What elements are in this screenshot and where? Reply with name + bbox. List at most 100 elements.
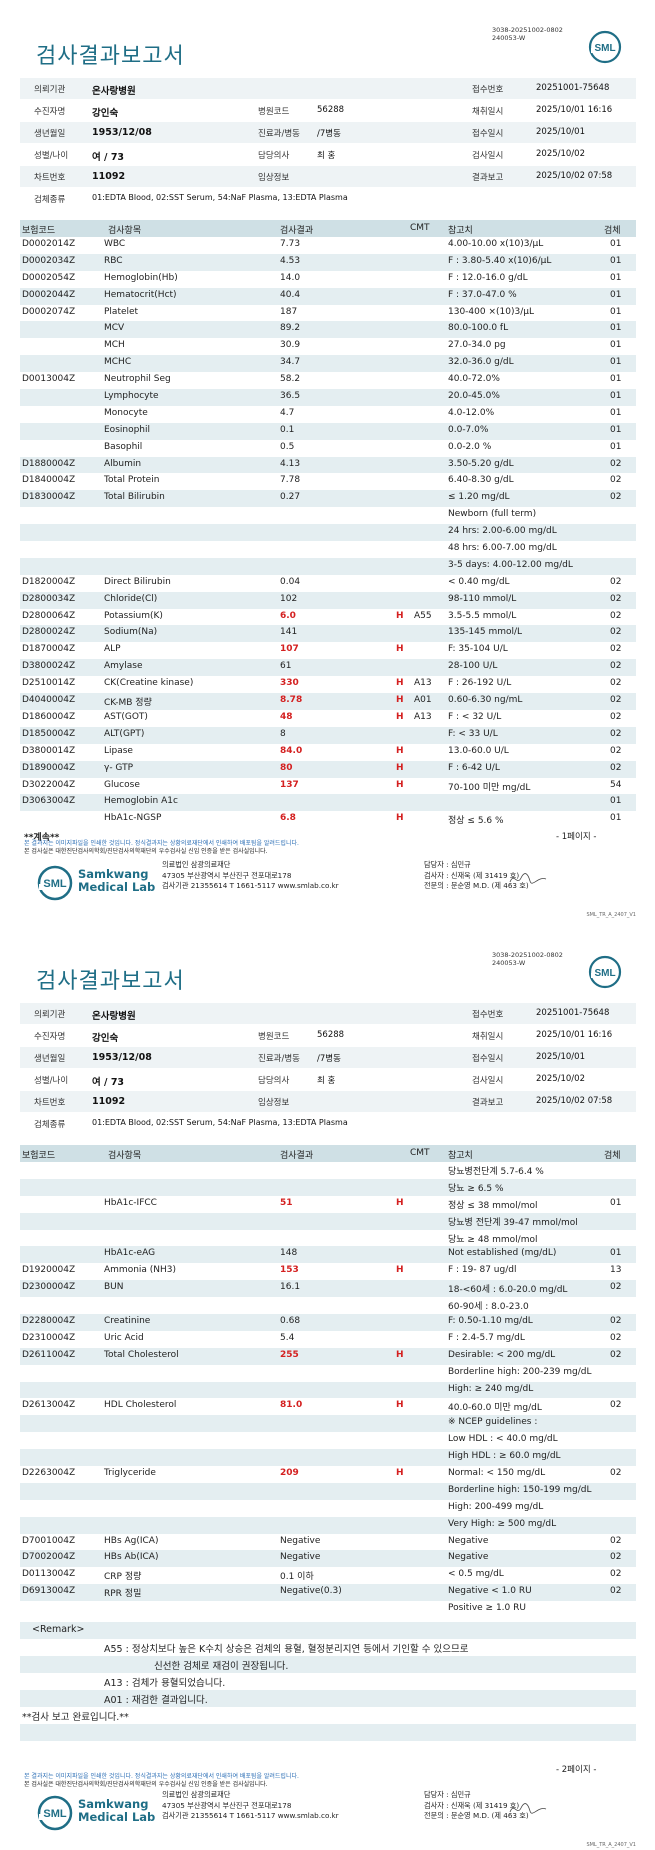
cell-cmt: A13 [414, 678, 432, 689]
footer: SML Samkwang Medical Lab 의료법인 삼광의료재단 473… [20, 858, 636, 918]
cell-ref: Negative [448, 1535, 489, 1546]
test-value: 2025/10/02 [536, 149, 585, 159]
chart-value: 11092 [92, 1096, 126, 1107]
cell-ref: 80.0-100.0 fL [448, 323, 509, 334]
table-row: High HDL : ≥ 60.0 mg/dL [20, 1449, 636, 1467]
cell-result: 58.2 [280, 374, 301, 385]
footer-address: 의료법인 삼광의료재단 47305 부산광역시 부산진구 전포대로178 검사기… [162, 860, 339, 892]
cell-result: 141 [280, 627, 298, 638]
table-row: D0002034Z RBC 4.53 F : 3.80-5.40 x(10)6/μL 0… [20, 253, 636, 271]
cell-spec: 02 [610, 1468, 622, 1479]
cell-result: 107 [280, 644, 299, 655]
cell-spec: 02 [610, 728, 622, 739]
cell-spec: 01 [610, 374, 622, 385]
cell-ref: Normal: < 150 mg/dL [448, 1468, 546, 1479]
cell-item: Eosinophil [104, 424, 151, 435]
remark-a55: A55 : 정상치보다 높은 K수치 상승은 검체의 용혈, 혈정분리지연 등에… [104, 1644, 469, 1655]
cell-flag: H [396, 644, 404, 655]
cell-item: Hemoglobin(Hb) [104, 272, 178, 283]
cell-ref: 6.40-8.30 g/dL [448, 475, 514, 486]
staff-line: 검사자 : 신재욱 (제 31419 호) [424, 1800, 520, 1810]
cell-spec: 02 [610, 1535, 622, 1546]
cell-result: 40.4 [280, 289, 301, 300]
cell-ref: F : 26-192 U/L [448, 678, 512, 689]
cell-code: D2280004Z [22, 1316, 76, 1327]
table-row: Borderline high: 200-239 mg/dL [20, 1365, 636, 1382]
patient-label: 수진자명 [34, 1032, 66, 1042]
cell-spec: 01 [610, 323, 622, 334]
cell-item: Uric Acid [104, 1332, 144, 1343]
cell-flag: H [396, 1265, 404, 1276]
test-label: 검사일시 [472, 1076, 504, 1086]
col-cmt: CMT [410, 1148, 430, 1158]
cell-item: Glucose [104, 779, 140, 790]
cell-item: Total Protein [104, 475, 160, 486]
cell-ref: 당뇨병전단계 5.7-6.4 % [448, 1167, 544, 1177]
col-result: 검사결과 [280, 1151, 314, 1161]
cell-code: D2613004Z [22, 1400, 76, 1411]
brand-line-2: Medical Lab [78, 1810, 156, 1824]
cell-flag: H [396, 762, 404, 773]
cell-code: D0002074Z [22, 306, 76, 317]
report-value: 2025/10/02 07:58 [536, 1096, 613, 1106]
test-value: 2025/10/02 [536, 1074, 585, 1084]
cell-result: 4.7 [280, 407, 295, 418]
cell-item: HbA1c-NGSP [104, 813, 162, 824]
table-row: D0002054Z Hemoglobin(Hb) 14.0 F : 12.0-16.0… [20, 271, 636, 288]
staff-line: 전문의 : 문순영 M.D. (제 463 호) [424, 1811, 529, 1820]
cell-result: 6.0 [280, 610, 296, 621]
cell-flag: H [396, 1197, 404, 1208]
notice-black: 본 검사실은 대한진단검사의학회/진단검사의학재단의 우수검사실 신임 인증을 … [24, 847, 268, 855]
table-row: D2611004Z Total Cholesterol 255 H Desirable:… [20, 1347, 636, 1365]
doc-id-line: 3038-20251002-0802 [492, 951, 563, 959]
cell-spec: 02 [610, 661, 622, 672]
cell-flag: H [396, 1349, 404, 1360]
cell-code: D1840004Z [22, 475, 76, 486]
cell-ref: 27.0-34.0 pg [448, 340, 506, 351]
cell-item: Chloride(Cl) [104, 593, 158, 604]
table-row: Monocyte 4.7 4.0-12.0% 01 [20, 406, 636, 423]
table-row: D1840004Z Total Protein 7.78 6.40-8.30 g/dL… [20, 473, 636, 490]
table-row: D2613004Z HDL Cholesterol 81.0 H 40.0-60.0 미… [20, 1398, 636, 1415]
cell-ref: 3.5-5.5 mmol/L [448, 610, 517, 621]
cell-spec: 01 [610, 1197, 622, 1208]
table-row: Newborn (full term) [20, 507, 636, 524]
table-row: D1880004Z Albumin 4.13 3.50-5.20 g/dL 02 [20, 456, 636, 474]
cell-ref: 24 hrs: 2.00-6.00 mg/dL [448, 526, 557, 537]
table-row: MCV 89.2 80.0-100.0 fL 01 [20, 321, 636, 339]
dept-value: /7병동 [317, 129, 341, 139]
cell-code: D1830004Z [22, 492, 76, 503]
cell-result: 148 [280, 1248, 298, 1259]
notice-blue: 본 결과지는 이미지파일을 인쇄한 것입니다. 정식결과지는 상황의료재단에서 … [24, 840, 299, 847]
dob-label: 생년월일 [34, 129, 66, 139]
cell-spec: 01 [610, 239, 622, 249]
table-row: D1830004Z Total Bilirubin 0.27 ≤ 1.20 mg/dL… [20, 490, 636, 508]
cell-item: CK-MB 정량 [104, 698, 152, 709]
cell-item: Creatinine [104, 1316, 151, 1327]
logo-text: SML [594, 43, 615, 54]
cell-result: 6.8 [280, 813, 296, 824]
cell-spec: 02 [610, 1569, 622, 1580]
cell-result: 0.1 이하 [280, 1572, 314, 1583]
cell-spec: 02 [610, 1332, 622, 1343]
col-spec: 검체 [604, 1151, 621, 1161]
table-row: D1850004Z ALT(GPT) 8 F: < 33 U/L 02 [20, 726, 636, 744]
cell-ref: 0.0-7.0% [448, 424, 489, 435]
cell-code: D3800014Z [22, 745, 76, 756]
cell-item: Basophil [104, 441, 143, 452]
cell-code: D2800064Z [22, 610, 76, 621]
table-row: HbA1c-NGSP 6.8 H 정상 ≤ 5.6 % 01 [20, 811, 636, 828]
cell-ref: Borderline high: 200-239 mg/dL [448, 1366, 592, 1377]
cell-item: RBC [104, 255, 123, 266]
cell-spec: 01 [610, 1248, 622, 1259]
hospcode-label: 병원코드 [258, 107, 290, 117]
spec-value: 01:EDTA Blood, 02:SST Serum, 54:NaF Plas… [92, 193, 348, 202]
table-row: D2800064Z Potassium(K) 6.0 H A55 3.5-5.5 mmol… [20, 609, 636, 626]
spec-value: 01:EDTA Blood, 02:SST Serum, 54:NaF Plas… [92, 1118, 348, 1127]
cell-ref: 60-90세 : 8.0-23.0 [448, 1302, 529, 1313]
cell-ref: F: < 33 U/L [448, 728, 498, 739]
brand-name: Samkwang Medical Lab [78, 868, 155, 894]
cell-ref: F : 19- 87 ug/dl [448, 1265, 517, 1276]
cell-ref: 정상 ≤ 38 mmol/mol [448, 1200, 538, 1211]
cell-ref: 당뇨 ≥ 6.5 % [448, 1183, 504, 1194]
